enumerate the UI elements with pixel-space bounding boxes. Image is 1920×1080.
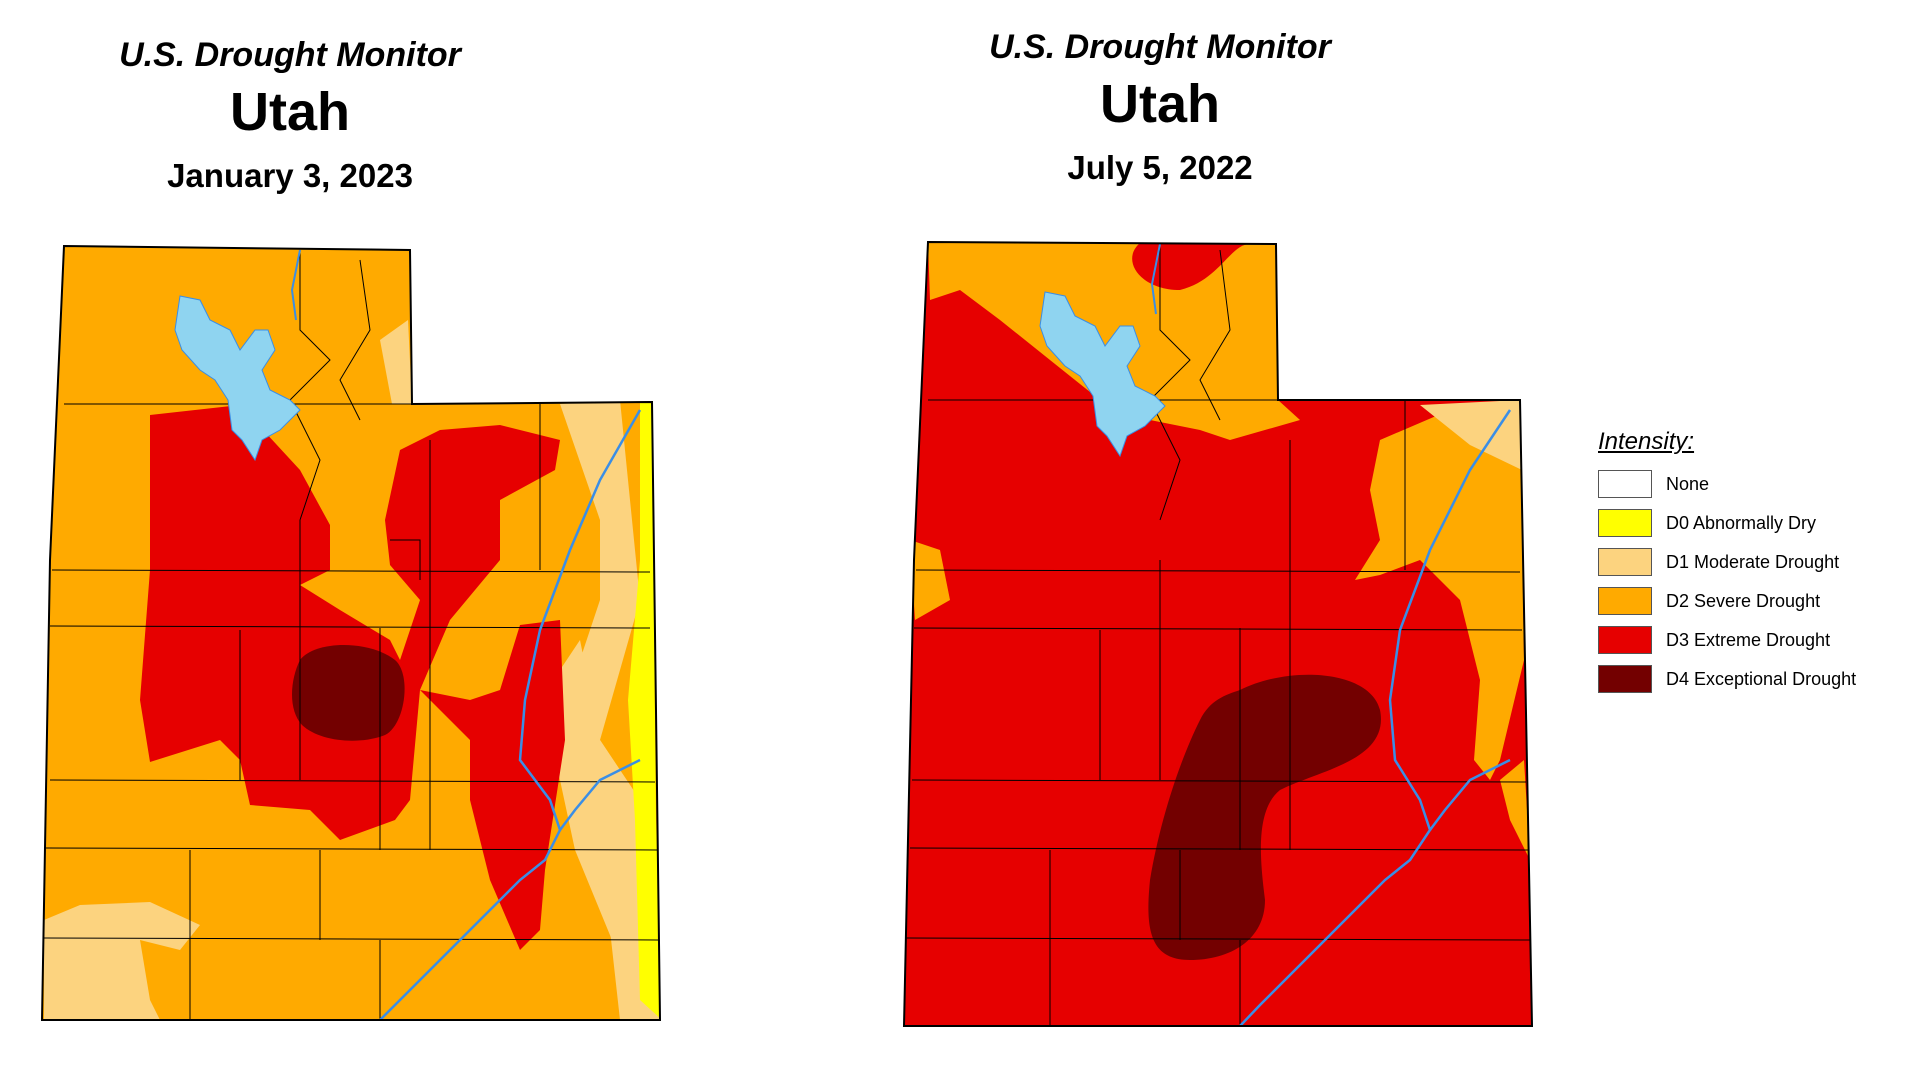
great-salt-lake	[174, 295, 301, 462]
colorado-river	[559, 758, 641, 831]
d1-moderate-drought-region	[44, 902, 200, 1020]
left-map-state: Utah	[230, 82, 350, 142]
legend-label: D4 Exceptional Drought	[1666, 669, 1857, 689]
state-outline	[902, 240, 1534, 1027]
legend-item: D4 Exceptional Drought	[1598, 663, 1918, 695]
d0-abnormally-dry-region	[628, 400, 660, 1020]
legend-item: None	[1598, 468, 1918, 500]
county-boundaries	[43, 250, 659, 1020]
left-map-header: U.S. Drought Monitor Utah January 3, 202…	[100, 36, 480, 195]
d2-severe-drought-region	[910, 540, 950, 620]
legend-item: D3 Extreme Drought	[1598, 624, 1918, 656]
d1-moderate-drought-region	[1420, 400, 1522, 470]
legend-swatch	[1598, 509, 1652, 537]
legend-label: D3 Extreme Drought	[1666, 630, 1831, 650]
right-map-state: Utah	[1100, 74, 1220, 134]
d4-exceptional-drought-region	[1148, 674, 1381, 960]
bear-river	[290, 249, 301, 321]
great-salt-lake	[1039, 291, 1166, 458]
green-river	[379, 409, 642, 1021]
left-map-title: U.S. Drought Monitor	[119, 36, 461, 74]
d4-exceptional-drought-region	[292, 645, 405, 741]
bear-river	[1150, 243, 1161, 315]
legend-item: D1 Moderate Drought	[1598, 546, 1918, 578]
right-map-date: July 5, 2022	[1067, 149, 1253, 186]
legend-label: None	[1666, 474, 1710, 494]
legend-swatch	[1598, 665, 1652, 693]
state-outline	[40, 244, 662, 1021]
left-map-date: January 3, 2023	[167, 157, 413, 194]
county-boundaries	[905, 244, 1531, 1026]
green-river	[1239, 409, 1512, 1027]
legend-item: D2 Severe Drought	[1598, 585, 1918, 617]
legend-swatch	[1598, 626, 1652, 654]
d1-moderate-drought-region	[380, 320, 412, 404]
colorado-river	[1429, 758, 1511, 831]
legend-label: D2 Severe Drought	[1666, 591, 1821, 611]
d3-extreme-drought-region	[904, 242, 1532, 1026]
legend-title: Intensity:	[1598, 428, 1695, 455]
d2-severe-drought-region	[1500, 760, 1530, 860]
intensity-legend: Intensity: None D0 Abnormally Dry D1 Mod…	[1598, 428, 1918, 702]
d1-moderate-drought-region	[540, 640, 640, 960]
right-map-header: U.S. Drought Monitor Utah July 5, 2022	[960, 28, 1360, 187]
utah-map-jan-2023	[40, 244, 662, 1021]
legend-swatch	[1598, 548, 1652, 576]
legend-swatch	[1598, 587, 1652, 615]
legend-label: D0 Abnormally Dry	[1666, 513, 1817, 533]
legend-item: D0 Abnormally Dry	[1598, 507, 1918, 539]
utah-map-jul-2022	[902, 240, 1534, 1027]
d2-severe-drought-region	[1355, 400, 1524, 780]
legend-swatch	[1598, 470, 1652, 498]
right-map-title: U.S. Drought Monitor	[989, 28, 1331, 66]
legend-label: D1 Moderate Drought	[1666, 552, 1840, 572]
